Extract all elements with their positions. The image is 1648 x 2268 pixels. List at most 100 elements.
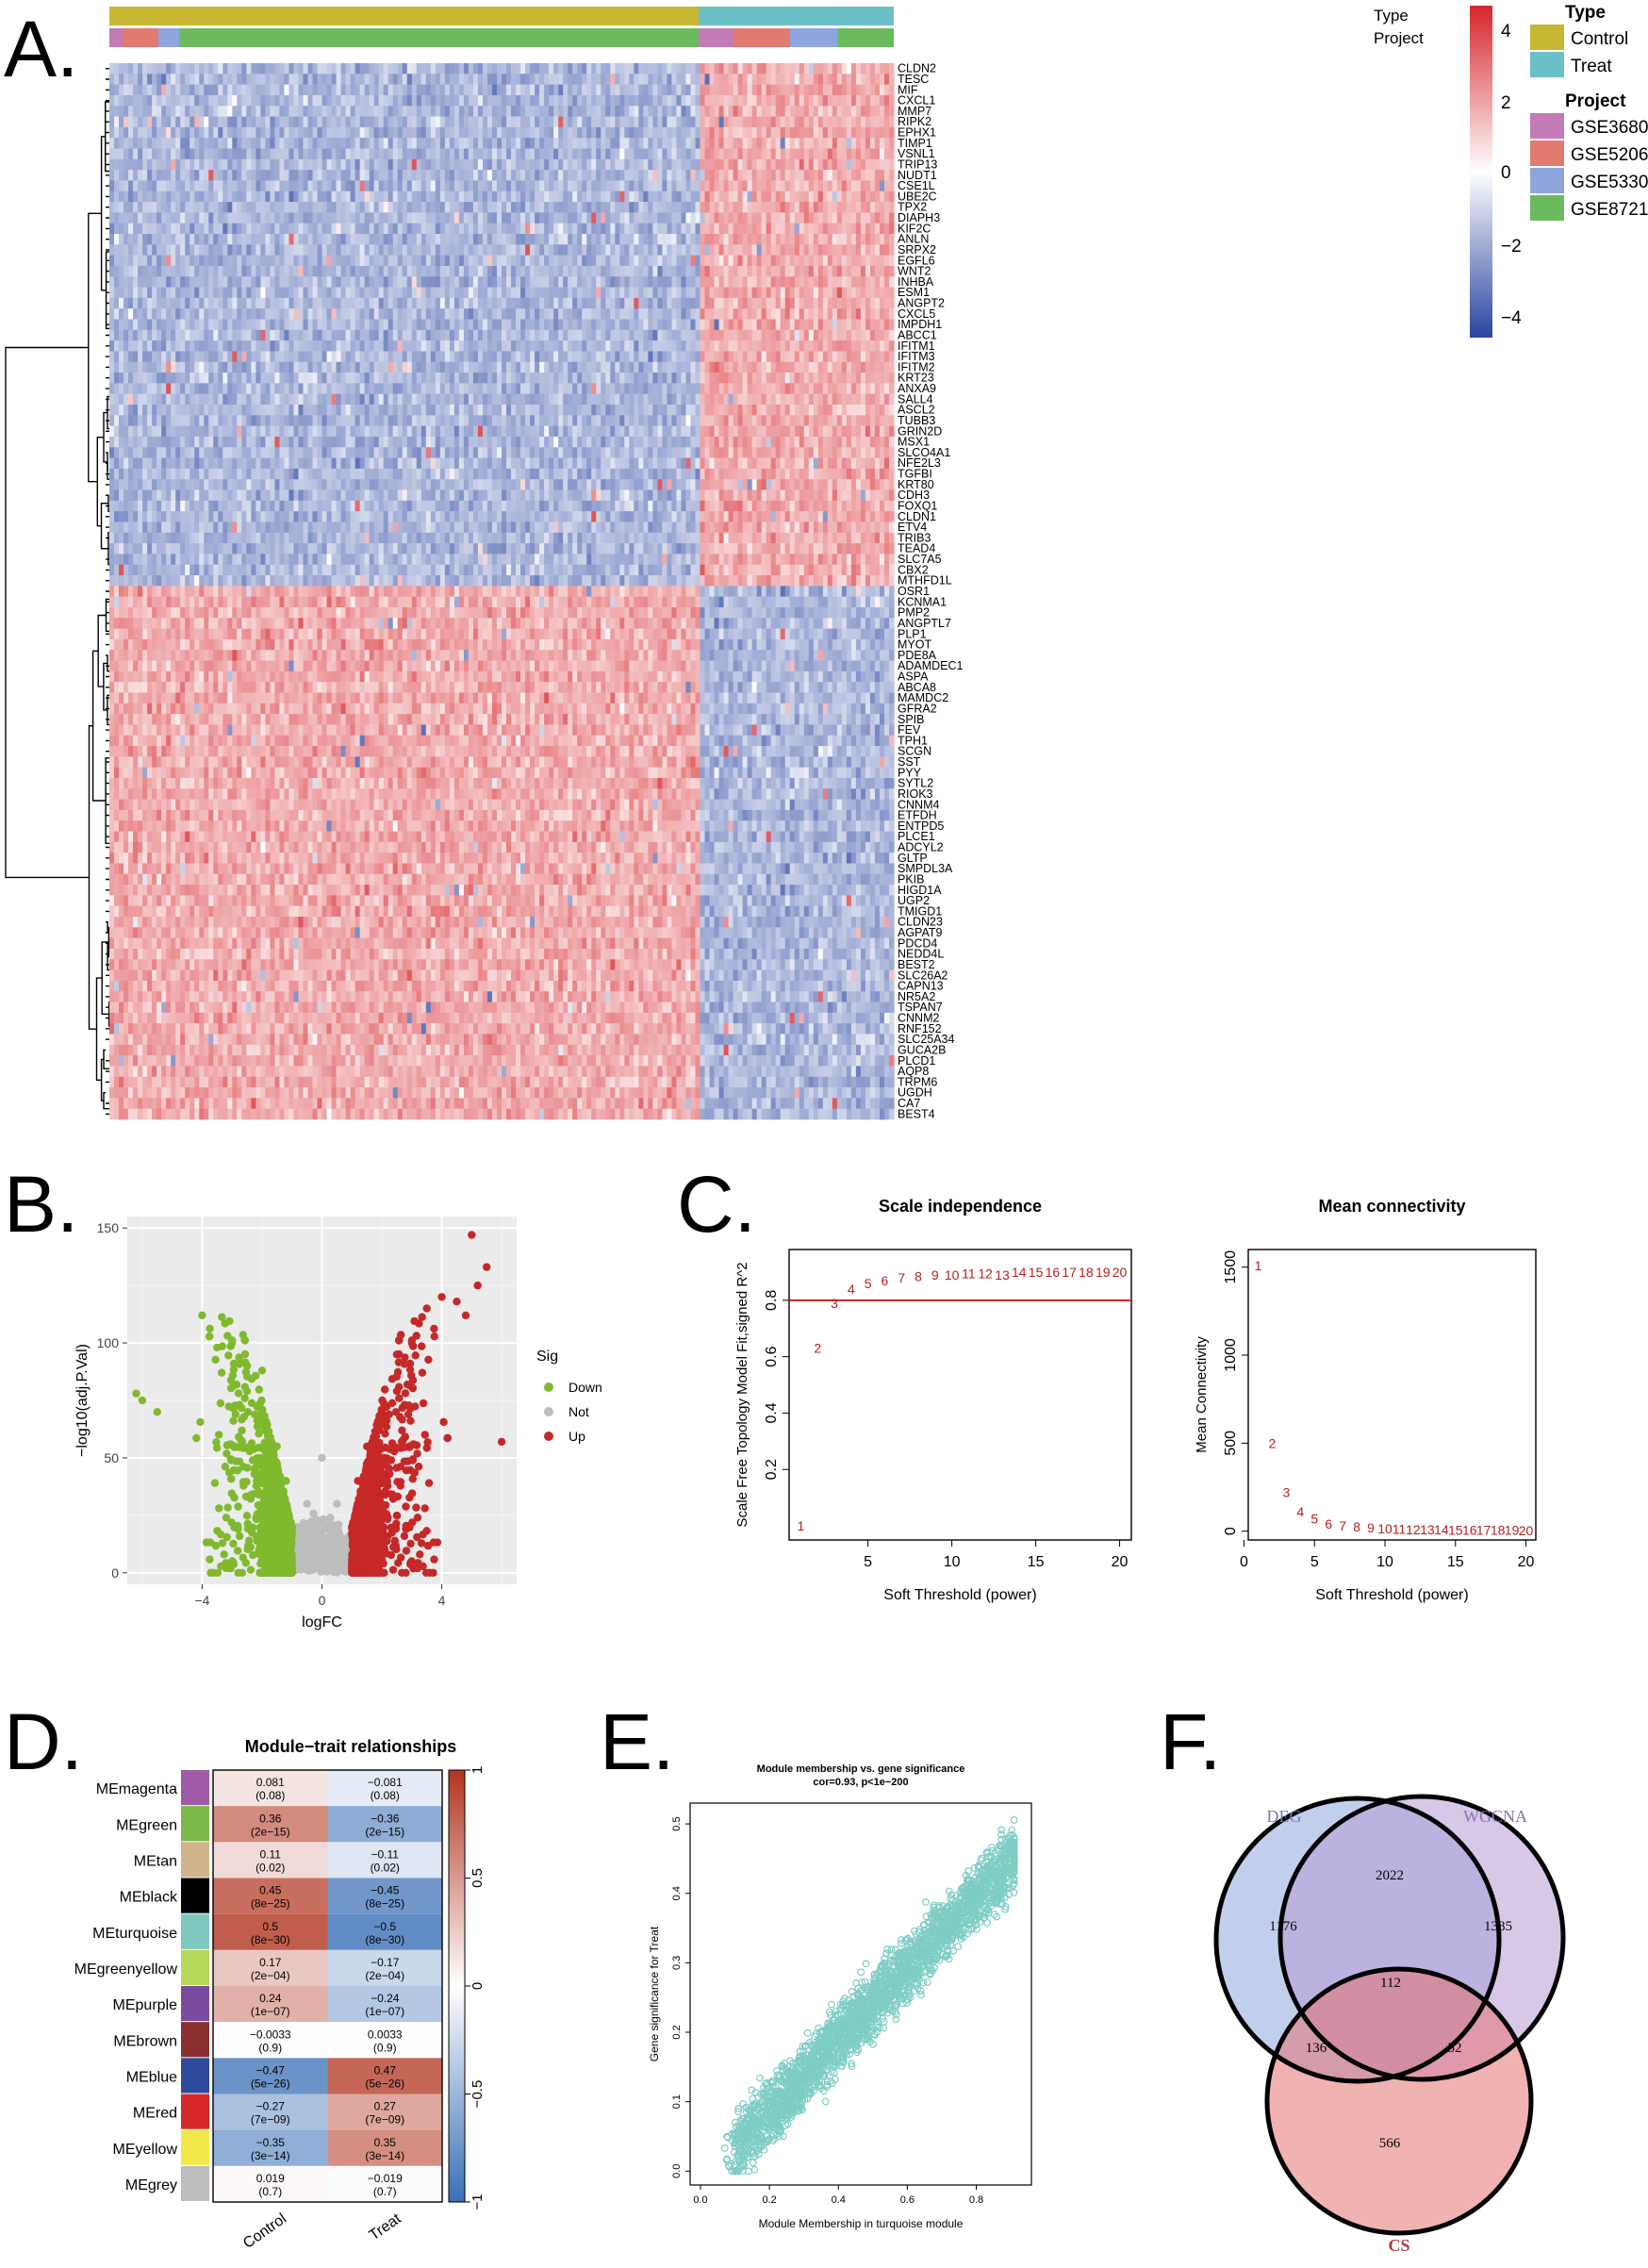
heatmap-cell xyxy=(208,287,214,299)
heatmap-cell xyxy=(232,297,238,309)
heatmap-cell xyxy=(265,329,272,341)
heatmap-cell xyxy=(690,158,697,171)
heatmap-cell xyxy=(808,158,815,171)
heatmap-cell xyxy=(794,244,800,256)
heatmap-cell xyxy=(392,287,399,299)
heatmap-cell xyxy=(629,180,634,192)
heatmap-cell xyxy=(265,234,272,245)
heatmap-cell xyxy=(553,116,559,128)
heatmap-cell xyxy=(449,234,455,245)
heatmap-cell xyxy=(303,255,309,267)
heatmap-cell xyxy=(402,329,408,341)
heatmap-cell xyxy=(563,202,569,213)
heatmap-cell xyxy=(860,351,866,363)
heatmap-cell xyxy=(246,244,252,256)
heatmap-cell xyxy=(444,190,451,203)
heatmap-cell xyxy=(874,223,881,235)
heatmap-cell xyxy=(751,223,758,235)
heatmap-cell xyxy=(695,212,701,223)
heatmap-cell xyxy=(425,116,432,128)
heatmap-cell xyxy=(657,84,664,96)
heatmap-cell xyxy=(770,63,777,74)
heatmap-cell xyxy=(378,319,385,331)
heatmap-cell xyxy=(733,202,739,213)
heatmap-cell xyxy=(648,94,653,107)
heatmap-cell xyxy=(383,223,389,235)
heatmap-cell xyxy=(718,106,725,117)
heatmap-cell xyxy=(453,287,460,299)
heatmap-cell xyxy=(246,170,252,181)
heatmap-cell xyxy=(685,148,692,160)
heatmap-cell xyxy=(128,308,134,320)
heatmap-cell xyxy=(288,202,295,213)
heatmap-cell xyxy=(128,138,134,149)
heatmap-cell xyxy=(695,202,701,213)
heatmap-cell xyxy=(676,126,683,139)
heatmap-cell xyxy=(298,265,305,277)
heatmap-cell xyxy=(166,116,172,128)
heatmap-cell xyxy=(827,106,833,117)
heatmap-cell xyxy=(643,329,649,341)
heatmap-cell xyxy=(685,361,692,373)
heatmap-cell xyxy=(482,126,488,139)
heatmap-cell xyxy=(888,308,895,320)
heatmap-cell xyxy=(406,170,413,181)
heatmap-cell xyxy=(204,126,209,139)
heatmap-cell xyxy=(416,106,422,117)
heatmap-cell xyxy=(241,276,247,288)
heatmap-cell xyxy=(166,372,172,384)
heatmap-cell xyxy=(425,170,432,181)
heatmap-cell xyxy=(354,202,361,213)
heatmap-cell xyxy=(865,212,871,223)
heatmap-cell xyxy=(439,351,446,363)
heatmap-cell xyxy=(279,126,286,139)
heatmap-cell xyxy=(846,190,852,203)
heatmap-cell xyxy=(520,202,526,213)
heatmap-cell xyxy=(681,308,687,320)
heatmap-cell xyxy=(813,340,819,352)
heatmap-cell xyxy=(340,94,347,107)
heatmap-cell xyxy=(832,265,838,277)
heatmap-cell xyxy=(406,94,413,107)
heatmap-cell xyxy=(883,84,890,96)
heatmap-cell xyxy=(572,361,578,373)
heatmap-cell xyxy=(232,106,238,117)
heatmap-cell xyxy=(879,319,885,331)
heatmap-cell xyxy=(194,148,200,160)
project-bar-gse87211 xyxy=(837,28,894,47)
heatmap-cell xyxy=(133,223,139,235)
heatmap-cell xyxy=(265,287,272,299)
heatmap-cell xyxy=(582,223,587,235)
heatmap-cell xyxy=(530,212,536,223)
heatmap-cell xyxy=(364,190,371,203)
heatmap-cell xyxy=(803,223,810,235)
heatmap-cell xyxy=(549,319,554,331)
heatmap-cell xyxy=(237,297,242,309)
heatmap-cell xyxy=(530,287,536,299)
heatmap-cell xyxy=(373,106,380,117)
heatmap-cell xyxy=(208,74,214,85)
heatmap-cell xyxy=(175,84,181,96)
heatmap-cell xyxy=(331,170,338,181)
heatmap-cell xyxy=(836,190,843,203)
heatmap-cell xyxy=(227,265,233,277)
heatmap-cell xyxy=(204,244,209,256)
heatmap-cell xyxy=(860,329,866,341)
heatmap-cell xyxy=(152,361,157,373)
heatmap-cell xyxy=(255,287,261,299)
heatmap-cell xyxy=(109,126,115,139)
heatmap-cell xyxy=(383,287,389,299)
heatmap-cell xyxy=(185,212,190,223)
heatmap-cell xyxy=(714,190,720,203)
heatmap-cell xyxy=(638,319,644,331)
heatmap-cell xyxy=(751,234,758,245)
heatmap-cell xyxy=(486,361,493,373)
heatmap-cell xyxy=(463,319,470,331)
heatmap-cell xyxy=(803,212,810,223)
heatmap-cell xyxy=(761,148,767,160)
heatmap-cell xyxy=(568,329,573,341)
heatmap-cell xyxy=(549,361,554,373)
heatmap-cell xyxy=(166,180,172,192)
heatmap-cell xyxy=(709,223,716,235)
heatmap-cell xyxy=(671,190,678,203)
